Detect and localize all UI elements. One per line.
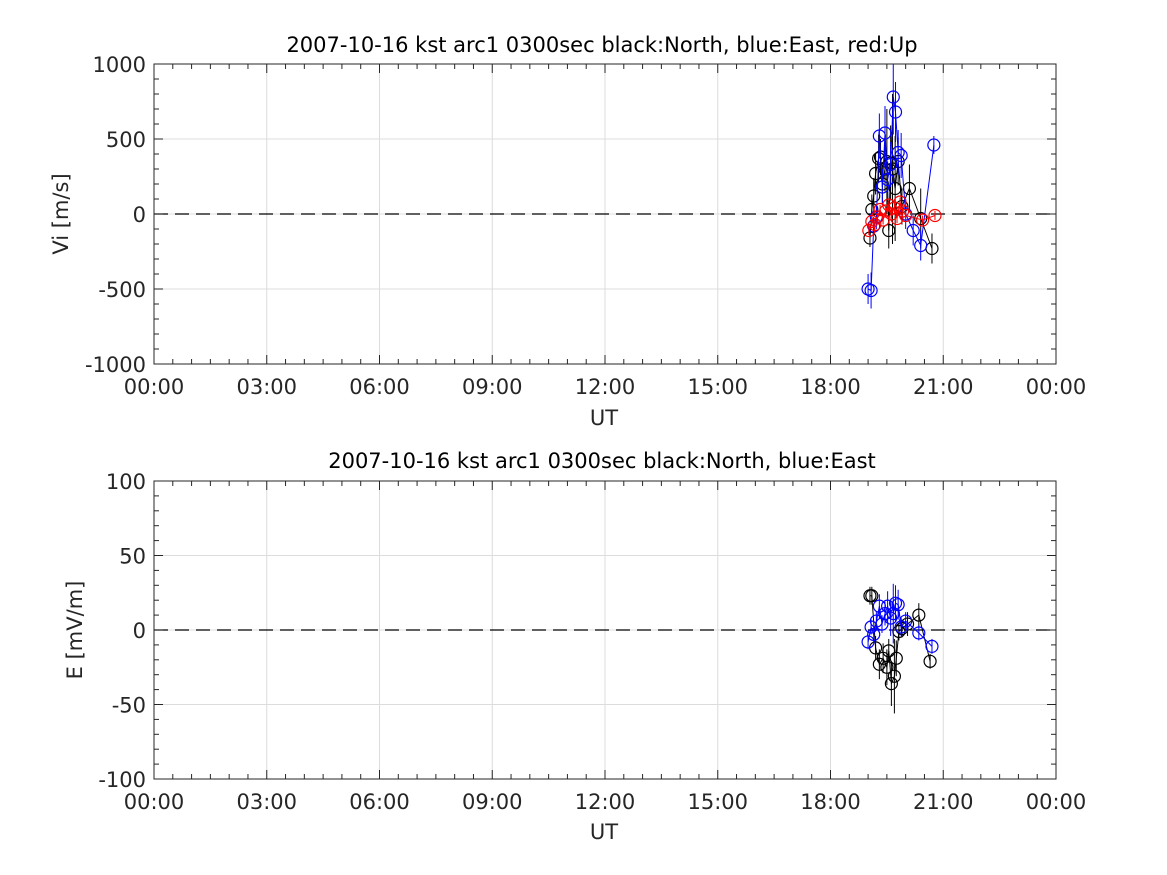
velocity-data-point [894, 148, 908, 163]
velocity-xtick-label: 00:00 [1026, 375, 1087, 399]
efield-xtick-label: 00:00 [124, 790, 185, 814]
efield-ytick-label: -50 [112, 694, 146, 718]
efield-data-point [923, 654, 937, 668]
velocity-series-0 [863, 94, 939, 264]
efield-xtick-label: 15:00 [687, 790, 748, 814]
velocity-ytick-label: -1000 [85, 353, 146, 377]
velocity-ytick-label: 0 [133, 203, 146, 227]
velocity-data-point [928, 208, 942, 223]
velocity-xtick-label: 12:00 [575, 375, 636, 399]
velocity-xtick-label: 03:00 [236, 375, 297, 399]
efield-ytick-label: -100 [98, 768, 146, 792]
velocity-data-point [884, 157, 898, 172]
efield-data-point [888, 596, 903, 610]
velocity-xtick-label: 21:00 [913, 375, 974, 399]
efield-data-point [880, 660, 894, 674]
velocity-data-point [893, 195, 907, 209]
velocity-ytick-label: -500 [98, 278, 146, 302]
efield-data-point [865, 589, 879, 603]
velocity-data-point [896, 204, 910, 218]
efield-xtick-label: 12:00 [575, 790, 636, 814]
velocity-data-point [927, 138, 941, 152]
velocity-ytick-label: 500 [106, 128, 146, 152]
velocity-data-point [864, 283, 878, 298]
velocity-xtick-label: 00:00 [124, 375, 185, 399]
velocity-data-point [881, 172, 895, 187]
velocity-data-point [868, 217, 882, 232]
efield-xtick-label: 06:00 [349, 790, 410, 814]
velocity-data-point [891, 145, 905, 160]
velocity-series-line [868, 201, 936, 231]
efield-ylabel: E [mV/m] [63, 581, 87, 680]
efield-data-point [912, 626, 926, 640]
velocity-data-point [888, 181, 902, 196]
velocity-data-point [882, 223, 896, 238]
efield-data-point [891, 598, 905, 612]
efield-ytick-label: 50 [119, 545, 146, 569]
efield-xtick-label: 03:00 [236, 790, 297, 814]
efield-data-point [887, 669, 901, 683]
velocity-data-point [888, 105, 903, 119]
velocity-xtick-label: 09:00 [462, 375, 523, 399]
efield-xlabel: UT [590, 820, 618, 844]
velocity-xtick-label: 15:00 [687, 375, 748, 399]
efield-data-point [867, 627, 881, 642]
efield-data-point [882, 644, 896, 658]
velocity-data-point [863, 231, 877, 245]
velocity-data-point [878, 126, 892, 140]
efield-xtick-label: 18:00 [800, 790, 861, 814]
velocity-ytick-label: 1000 [93, 53, 146, 77]
efield-data-point [912, 608, 926, 622]
velocity-data-point [867, 189, 881, 203]
efield-series-1 [861, 583, 939, 654]
velocity-panel: 2007-10-16 kst arc1 0300sec black:North,… [49, 33, 1086, 430]
efield-ytick-label: 100 [106, 470, 146, 494]
velocity-data-point [915, 213, 930, 227]
efield-series-0 [863, 586, 937, 714]
velocity-data-point [906, 223, 920, 238]
velocity-xlabel: UT [590, 406, 618, 430]
velocity-series-2 [862, 195, 942, 238]
efield-data-point [925, 639, 939, 653]
velocity-data-point [914, 238, 928, 253]
efield-xtick-label: 09:00 [462, 790, 523, 814]
efield-data-point [889, 651, 903, 665]
velocity-ylabel: Vi [m/s] [49, 173, 73, 254]
efield-xtick-label: 00:00 [1026, 790, 1087, 814]
velocity-data-point [899, 208, 913, 223]
velocity-title: 2007-10-16 kst arc1 0300sec black:North,… [286, 33, 917, 57]
efield-data-point [884, 677, 898, 691]
efield-title: 2007-10-16 kst arc1 0300sec black:North,… [328, 449, 876, 473]
velocity-xtick-label: 18:00 [800, 375, 861, 399]
efield-xtick-label: 21:00 [913, 790, 974, 814]
efield-data-point [899, 614, 913, 628]
velocity-data-point [886, 90, 900, 104]
velocity-xtick-label: 06:00 [349, 375, 410, 399]
efield-panel: 2007-10-16 kst arc1 0300sec black:North,… [63, 449, 1086, 844]
efield-ytick-label: 0 [133, 619, 146, 643]
